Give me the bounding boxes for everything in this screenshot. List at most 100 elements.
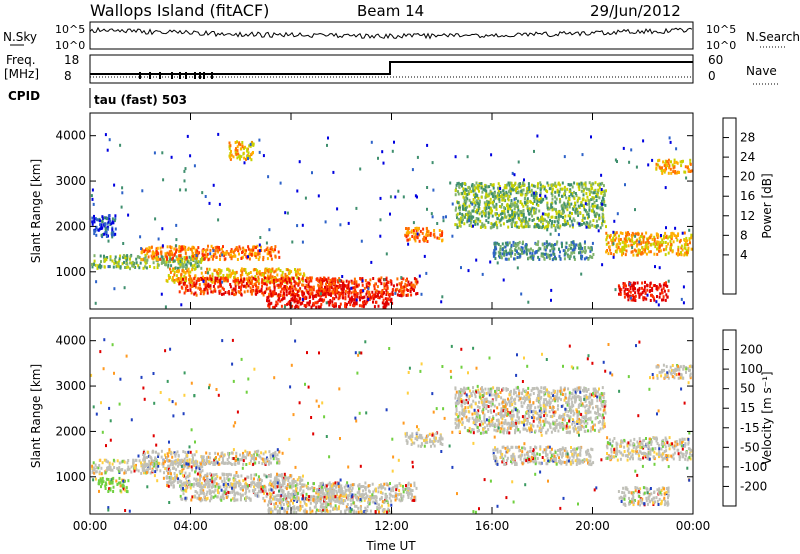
velocity-cell <box>124 471 127 475</box>
power-cell <box>689 241 691 245</box>
velocity-cell <box>168 475 171 479</box>
power-cell <box>301 279 304 283</box>
velocity-cell <box>213 473 216 477</box>
velocity-cell <box>250 456 253 460</box>
power-cell <box>598 216 601 220</box>
velocity-cell <box>119 481 122 485</box>
power-cell <box>564 189 566 193</box>
power-cell <box>398 294 401 297</box>
power-cell <box>543 247 546 251</box>
velocity-cell <box>196 491 199 495</box>
power-cell <box>232 287 235 291</box>
power-cell <box>175 248 178 252</box>
power-cell <box>292 298 295 302</box>
power-cell <box>238 285 241 289</box>
velocity-cell <box>196 472 199 476</box>
power-cell <box>507 198 510 202</box>
velocity-cell <box>255 450 258 453</box>
power-cell <box>204 253 207 257</box>
velocity-cell <box>191 453 194 457</box>
nsearch-label: N.Search <box>746 30 800 44</box>
power-cell <box>249 144 252 148</box>
velocity-cell <box>213 490 216 494</box>
power-cell <box>256 244 259 248</box>
power-cell <box>330 293 332 297</box>
power-cell <box>668 164 671 168</box>
power-cell <box>526 197 529 201</box>
velocity-cell <box>171 461 174 465</box>
power-cell <box>404 282 407 286</box>
power-cell <box>242 246 245 250</box>
power-cell <box>239 288 242 292</box>
velocity-cell <box>95 466 98 470</box>
power-cell <box>470 224 473 228</box>
power-cell <box>265 283 268 287</box>
power-cell <box>125 266 128 269</box>
power-cell <box>470 216 473 220</box>
power-cell <box>222 287 225 291</box>
power-cell <box>519 211 522 215</box>
power-cell <box>240 285 243 289</box>
power-cell <box>686 251 689 255</box>
power-cell <box>641 246 644 250</box>
power-cell <box>100 260 102 264</box>
power-cell <box>525 224 528 228</box>
power-cell <box>534 197 536 201</box>
power-cell <box>483 206 486 210</box>
power-cell <box>641 251 644 255</box>
power-cell <box>296 276 299 280</box>
power-cell <box>680 246 683 250</box>
power-cell <box>677 253 679 257</box>
power-cell <box>545 196 548 200</box>
power-cell <box>255 289 258 293</box>
power-cell <box>583 257 586 261</box>
power-cell <box>557 182 560 186</box>
power-cell <box>588 199 591 203</box>
power-cell <box>499 190 502 194</box>
power-cell <box>250 158 253 162</box>
power-cell <box>588 222 591 226</box>
power-cell <box>244 268 247 271</box>
velocity-cell <box>269 456 272 460</box>
power-cell <box>666 160 669 164</box>
velocity-cell <box>279 474 282 478</box>
velocity-cell <box>215 473 218 476</box>
power-cell <box>99 219 101 223</box>
cpid-label: CPID <box>8 89 40 103</box>
power-cell <box>288 280 291 284</box>
power-cell <box>483 212 486 215</box>
power-cell <box>574 192 577 195</box>
power-cell <box>690 169 693 173</box>
velocity-cell <box>262 452 265 456</box>
power-cell <box>501 242 504 246</box>
power-cell <box>122 254 125 258</box>
power-cell <box>168 250 171 254</box>
power-cell <box>578 196 581 200</box>
power-cell <box>191 268 194 272</box>
power-cell <box>496 192 499 195</box>
power-cell <box>491 183 494 187</box>
power-cell <box>312 285 315 289</box>
power-cell <box>591 256 594 259</box>
power-cell <box>293 284 296 288</box>
velocity-cell <box>108 461 111 465</box>
power-cell <box>462 207 464 211</box>
power-cell <box>429 231 432 235</box>
power-cell <box>467 210 470 214</box>
power-cell <box>487 220 490 224</box>
power-cell <box>332 277 335 281</box>
power-cell <box>475 181 478 185</box>
power-cell <box>655 166 658 170</box>
power-cell <box>494 213 497 217</box>
power-cell <box>328 303 331 307</box>
power-cell <box>525 248 528 252</box>
power-cell <box>359 292 362 296</box>
power-cell <box>649 285 652 288</box>
velocity-cell <box>219 455 221 459</box>
power-cell <box>584 199 587 203</box>
power-cell <box>630 238 633 242</box>
power-cell <box>295 273 298 277</box>
power-cell <box>155 257 158 261</box>
power-cell <box>273 291 276 295</box>
velocity-cell <box>277 484 280 488</box>
